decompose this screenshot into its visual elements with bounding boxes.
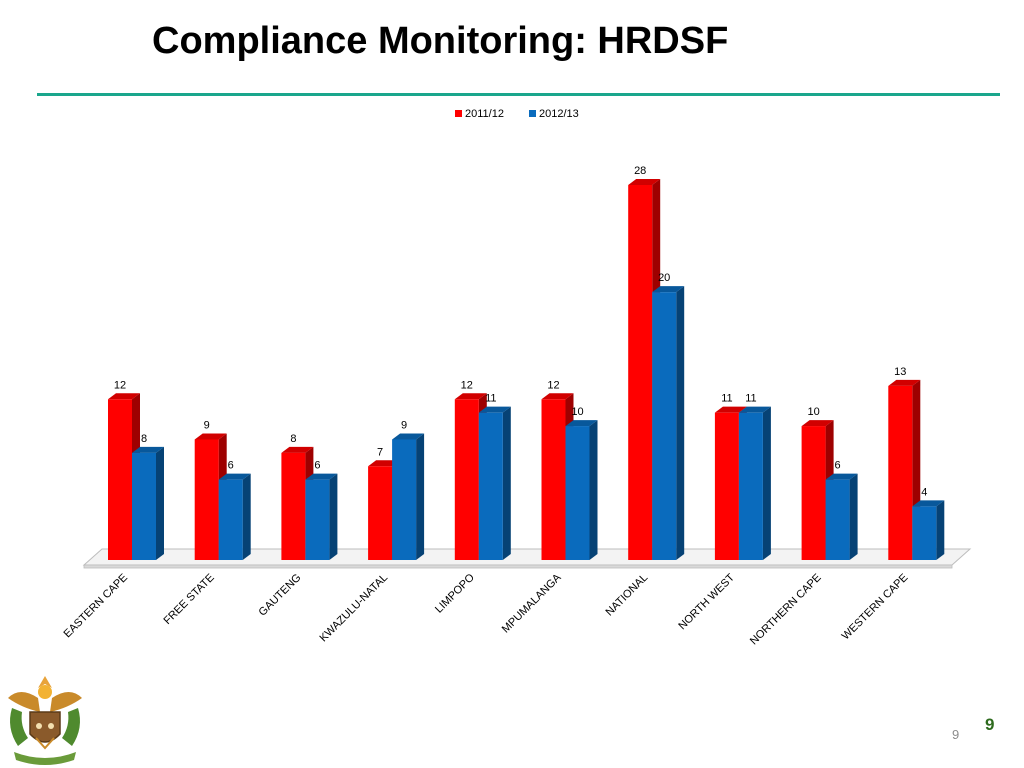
bar-side-3-1 (416, 433, 425, 560)
data-label-9-1: 4 (921, 486, 927, 498)
bar-top-1-0 (194, 433, 227, 440)
slide-number-large: 9 (985, 715, 995, 734)
data-label-1-1: 6 (228, 460, 234, 472)
coat-of-arms-logo (8, 676, 82, 765)
bar-7-1 (738, 412, 763, 560)
data-label-7-0: 11 (721, 393, 732, 405)
bar-top-2-1 (305, 473, 338, 480)
data-label-4-1: 11 (485, 393, 496, 405)
legend-swatch-0 (455, 110, 462, 117)
bar-6-0 (628, 185, 653, 560)
bar-top-9-0 (888, 379, 921, 386)
bar-1-0 (194, 439, 219, 560)
category-label-7: NORTH WEST (676, 571, 737, 632)
bar-top-0-1 (132, 446, 164, 453)
category-label-2: GAUTENG (257, 572, 304, 619)
data-label-6-0: 28 (634, 165, 646, 177)
bar-4-0 (454, 399, 479, 560)
title-divider (37, 93, 1000, 96)
bar-3-1 (392, 439, 417, 560)
bar-side-5-1 (589, 420, 598, 560)
category-label-4: LIMPOPO (433, 571, 477, 615)
category-label-8: NORTHERN CAPE (748, 572, 824, 648)
bar-side-0-1 (156, 446, 164, 560)
bar-side-6-1 (676, 286, 685, 560)
category-label-0: EASTERN CAPE (62, 572, 131, 641)
bar-2-1 (305, 479, 330, 560)
category-label-1: FREE STATE (162, 572, 217, 627)
bar-top-1-1 (218, 473, 251, 480)
data-label-6-1: 20 (658, 272, 670, 284)
bar-top-8-1 (825, 473, 858, 480)
bar-top-4-0 (454, 393, 487, 400)
legend-label-1: 2012/13 (539, 108, 579, 120)
data-label-5-0: 12 (547, 379, 559, 391)
bar-3-0 (368, 466, 393, 560)
data-label-7-1: 11 (745, 393, 756, 405)
bar-top-7-0 (714, 406, 747, 413)
bar-top-6-1 (652, 286, 685, 293)
bar-side-9-1 (936, 500, 945, 560)
bar-top-2-0 (281, 446, 314, 453)
category-label-6: NATIONAL (604, 572, 651, 619)
data-label-0-1: 8 (141, 433, 147, 445)
bar-top-7-1 (738, 406, 771, 413)
slide-title: Compliance Monitoring: HRDSF (152, 20, 729, 62)
bar-top-4-1 (478, 406, 511, 413)
bar-side-7-1 (762, 406, 771, 560)
bar-0-0 (108, 399, 132, 560)
category-label-5: MPUMALANGA (500, 571, 564, 635)
data-label-0-0: 12 (114, 379, 126, 391)
bar-side-8-1 (849, 473, 858, 560)
bar-6-1 (652, 292, 677, 560)
data-label-1-0: 9 (204, 419, 210, 431)
bar-top-5-1 (565, 420, 598, 427)
bar-8-0 (801, 426, 826, 560)
category-label-3: KWAZULU-NATAL (317, 572, 390, 645)
bar-top-0-0 (108, 393, 140, 400)
bar-0-1 (132, 452, 156, 560)
data-label-2-0: 8 (290, 433, 296, 445)
data-label-2-1: 6 (314, 460, 320, 472)
data-label-8-0: 10 (807, 406, 819, 418)
data-label-4-0: 12 (461, 379, 473, 391)
bar-5-0 (541, 399, 566, 560)
legend-swatch-1 (529, 110, 536, 117)
data-label-8-1: 6 (835, 460, 841, 472)
bar-1-1 (218, 479, 243, 560)
chart-floor-edge (83, 564, 953, 569)
bar-top-6-0 (628, 179, 661, 185)
bar-top-8-0 (801, 420, 834, 427)
bar-side-4-1 (502, 406, 511, 560)
bar-9-0 (888, 385, 913, 560)
bar-top-9-1 (912, 500, 945, 507)
category-label-9: WESTERN CAPE (840, 572, 911, 643)
bar-4-1 (478, 412, 503, 560)
bar-side-1-1 (242, 473, 251, 560)
bar-top-3-1 (392, 433, 425, 440)
legend-label-0: 2011/12 (465, 108, 504, 120)
data-label-3-0: 7 (377, 446, 383, 458)
data-label-3-1: 9 (401, 419, 407, 431)
bar-chart: 2011/12 2012/13 12 8 EASTERN CAPE 9 6 FREE STAT… (62, 108, 972, 648)
bar-8-1 (825, 479, 850, 560)
data-label-9-0: 13 (894, 366, 906, 378)
bar-side-2-1 (329, 473, 338, 560)
bar-5-1 (565, 426, 590, 560)
data-label-5-1: 10 (571, 406, 583, 418)
bar-2-0 (281, 452, 306, 560)
bar-7-0 (714, 412, 739, 560)
bar-9-1 (912, 506, 937, 560)
bar-top-5-0 (541, 393, 574, 400)
slide-number: 9 (952, 727, 960, 742)
